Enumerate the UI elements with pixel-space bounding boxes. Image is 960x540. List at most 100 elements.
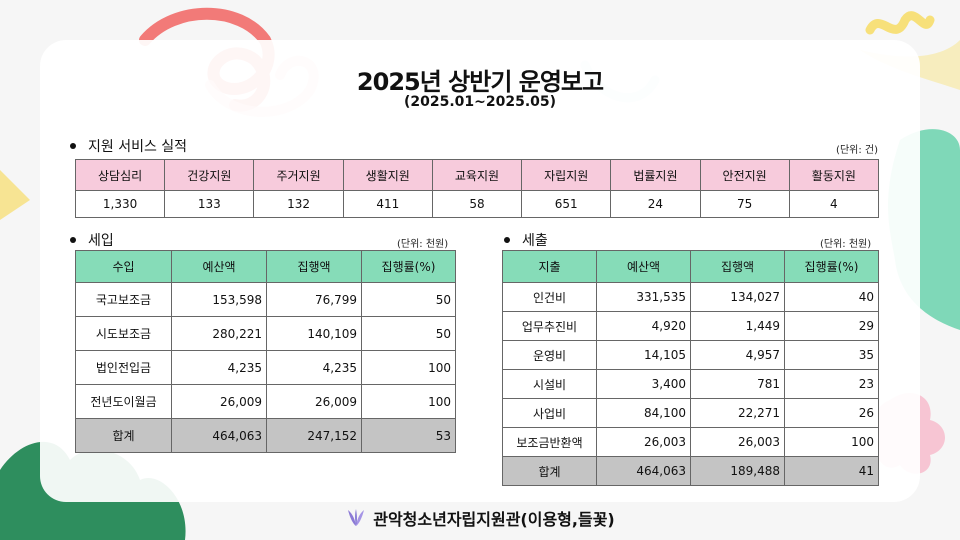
income-unit: (단위: 천원) [397, 239, 449, 250]
table-row: 운영비 14,105 4,957 35 [502, 340, 879, 370]
total-row: 합계 464,063 247,152 53 [75, 418, 456, 453]
table-cell: 464,063 [171, 418, 267, 453]
table-header-cell: 안전지원 [699, 159, 790, 191]
table-cell: 100 [784, 427, 879, 457]
table-header-cell: 법률지원 [610, 159, 701, 191]
table-row: 보조금반환액 26,003 26,003 100 [502, 427, 879, 457]
table-header-cell: 활동지원 [788, 159, 880, 191]
table-cell: 58 [431, 190, 523, 218]
table-cell: 140,109 [266, 316, 362, 351]
table-cell: 331,535 [596, 282, 691, 312]
page-title: 2025년 상반기 운영보고 [356, 68, 604, 96]
table-cell: 3,400 [596, 369, 691, 399]
income-heading-label: 세입 [88, 233, 114, 249]
flower-logo-icon [348, 509, 365, 526]
table-header-cell: 자립지원 [521, 159, 612, 191]
table-cell: 464,063 [596, 456, 691, 486]
table-cell: 26 [784, 398, 879, 428]
table-row: 시설비 3,400 781 23 [502, 369, 879, 399]
table-cell: 14,105 [596, 340, 691, 370]
yellow-star-decoration [0, 170, 30, 220]
table-cell: 1,330 [74, 190, 166, 218]
table-cell: 합계 [75, 418, 172, 453]
table-cell: 134,027 [690, 282, 785, 312]
table-cell: 22,271 [690, 398, 785, 428]
table-cell: 132 [253, 190, 344, 218]
table-cell: 업무추진비 [502, 311, 597, 341]
table-cell: 26,003 [596, 427, 691, 457]
services-heading-label: 지원 서비스 실적 [88, 139, 188, 155]
services-table: 상담심리 건강지원 주거지원 생활지원 교육지원 자립지원 법률지원 안전지원 … [74, 159, 880, 218]
table-header-cell: 집행액 [266, 250, 362, 283]
table-cell: 26,003 [690, 427, 785, 457]
table-cell: 보조금반환액 [502, 427, 597, 457]
table-header-cell: 집행률(%) [784, 250, 879, 283]
table-cell: 50 [361, 316, 456, 351]
table-cell: 26,009 [266, 384, 362, 419]
footer-organization: 관악청소년자립지원관(이용형,들꽃) [0, 506, 960, 530]
table-cell: 76,799 [266, 282, 362, 317]
table-row: 시도보조금 280,221 140,109 50 [75, 316, 456, 351]
table-header-cell: 수입 [75, 250, 172, 283]
table-row: 법인전입금 4,235 4,235 100 [75, 350, 456, 385]
table-cell: 133 [164, 190, 255, 218]
table-cell: 411 [342, 190, 433, 218]
services-value-row: 1,330 133 132 411 58 651 24 75 4 [74, 190, 880, 218]
table-cell: 사업비 [502, 398, 597, 428]
table-header-cell: 건강지원 [164, 159, 255, 191]
bullet-icon [504, 237, 510, 243]
expense-table: 지출 예산액 집행액 집행률(%) 인건비 331,535 134,027 40… [502, 250, 879, 486]
table-header-cell: 예산액 [596, 250, 691, 283]
table-header-cell: 집행률(%) [361, 250, 456, 283]
table-cell: 합계 [502, 456, 597, 486]
table-cell: 4,920 [596, 311, 691, 341]
table-cell: 100 [361, 384, 456, 419]
table-cell: 50 [361, 282, 456, 317]
income-heading: 세입 [70, 230, 114, 250]
table-cell: 189,488 [690, 456, 785, 486]
page-subtitle: (2025.01~2025.05) [403, 94, 557, 110]
table-cell: 4,235 [171, 350, 267, 385]
expense-header-row: 지출 예산액 집행액 집행률(%) [502, 250, 879, 283]
table-cell: 시설비 [502, 369, 597, 399]
table-cell: 247,152 [266, 418, 362, 453]
table-cell: 1,449 [690, 311, 785, 341]
table-cell: 53 [361, 418, 456, 453]
income-header-row: 수입 예산액 집행액 집행률(%) [75, 250, 456, 283]
bullet-icon [70, 143, 76, 149]
table-cell: 35 [784, 340, 879, 370]
services-unit: (단위: 건) [836, 145, 878, 156]
table-header-cell: 주거지원 [253, 159, 344, 191]
table-cell: 인건비 [502, 282, 597, 312]
table-header-cell: 교육지원 [431, 159, 523, 191]
table-cell: 4,957 [690, 340, 785, 370]
table-cell: 84,100 [596, 398, 691, 428]
table-cell: 국고보조금 [75, 282, 172, 317]
table-row: 국고보조금 153,598 76,799 50 [75, 282, 456, 317]
services-heading: 지원 서비스 실적 [70, 136, 187, 156]
table-cell: 40 [784, 282, 879, 312]
table-cell: 24 [610, 190, 701, 218]
table-header-cell: 지출 [502, 250, 597, 283]
table-cell: 4,235 [266, 350, 362, 385]
table-cell: 29 [784, 311, 879, 341]
table-cell: 법인전입금 [75, 350, 172, 385]
footer-label: 관악청소년자립지원관(이용형,들꽃) [373, 510, 615, 529]
table-header-cell: 생활지원 [342, 159, 433, 191]
table-cell: 23 [784, 369, 879, 399]
table-header-cell: 집행액 [690, 250, 785, 283]
table-cell: 26,009 [171, 384, 267, 419]
table-cell: 153,598 [171, 282, 267, 317]
table-cell: 781 [690, 369, 785, 399]
expense-unit: (단위: 천원) [820, 239, 872, 250]
table-cell: 41 [784, 456, 879, 486]
services-header-row: 상담심리 건강지원 주거지원 생활지원 교육지원 자립지원 법률지원 안전지원 … [74, 159, 880, 191]
table-row: 인건비 331,535 134,027 40 [502, 282, 879, 312]
table-row: 업무추진비 4,920 1,449 29 [502, 311, 879, 341]
table-cell: 280,221 [171, 316, 267, 351]
expense-heading: 세출 [504, 230, 548, 250]
table-cell: 시도보조금 [75, 316, 172, 351]
yellow-squiggle-decoration [865, 11, 935, 35]
table-row: 사업비 84,100 22,271 26 [502, 398, 879, 428]
total-row: 합계 464,063 189,488 41 [502, 456, 879, 486]
